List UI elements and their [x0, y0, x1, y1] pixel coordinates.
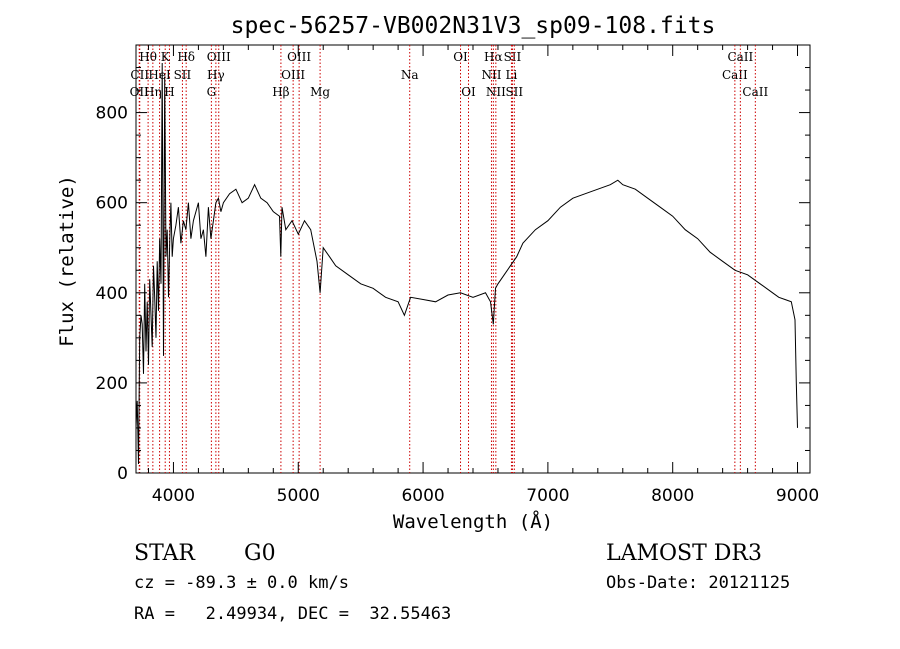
line-label-4: HeI [148, 68, 171, 82]
line-label-15: Mg [310, 85, 330, 99]
y-tick-label-3: 600 [96, 194, 128, 214]
line-label-10: Hγ [207, 68, 225, 82]
line-label-26: CaII [727, 50, 753, 64]
line-label-3: Hη [144, 85, 162, 99]
line-label-13: OIII [281, 68, 305, 82]
series-group [135, 62, 798, 465]
line-label-1: CII [130, 68, 149, 82]
y-axis-label: Flux (relative) [56, 175, 78, 347]
axes: 4000 5000 6000 7000 8000 9000 0 200 400 600 800 [96, 45, 819, 506]
x-tick-label-1: 5000 [277, 486, 320, 506]
obs-date-text: Obs-Date: 20121125 [606, 573, 790, 593]
line-label-27: CaII [742, 85, 768, 99]
y-tick-label-1: 200 [96, 374, 128, 394]
line-label-25: CaII [722, 68, 748, 82]
x-tick-label-3: 7000 [526, 486, 569, 506]
line-label-6: H [164, 85, 174, 99]
line-label-12: Hβ [272, 85, 289, 99]
line-label-8: Hδ [177, 50, 195, 64]
line-label-2: Hθ [139, 50, 157, 64]
x-tick-label-4: 8000 [651, 486, 694, 506]
line-label-24: SII [505, 85, 523, 99]
line-label-23: SII [504, 50, 522, 64]
x-tick-label-2: 6000 [401, 486, 444, 506]
series-line-0 [135, 62, 798, 465]
line-label-21: NII [486, 85, 506, 99]
line-label-16: Na [401, 68, 419, 82]
class-label: STAR [134, 541, 196, 566]
line-label-17: OI [453, 50, 468, 64]
line-label-22: Li [506, 68, 518, 82]
y-tick-label-4: 800 [96, 104, 128, 124]
x-tick-label-0: 4000 [152, 486, 195, 506]
line-label-19: NII [481, 68, 501, 82]
y-tick-label-2: 400 [96, 284, 128, 304]
line-label-5: K [161, 50, 171, 64]
line-label-9: G [207, 85, 217, 99]
line-label-14: OIII [287, 50, 311, 64]
x-axis-label: Wavelength (Å) [393, 510, 553, 533]
x-tick-label-5: 9000 [776, 486, 819, 506]
line-annotations: OIICIIHθHηHeIKHSIIHδGHγOIIIHβOIIIOIIIMgN… [130, 45, 768, 473]
chart-title: spec-56257-VB002N31V3_sp09-108.fits [231, 13, 716, 39]
survey-label: LAMOST DR3 [606, 541, 762, 566]
plot-frame [135, 44, 811, 474]
y-tick-label-0: 0 [117, 464, 128, 484]
coords-text: RA = 2.49934, DEC = 32.55463 [134, 604, 451, 624]
subclass-label: G0 [244, 541, 276, 566]
line-label-20: Hα [484, 50, 503, 64]
redshift-text: cz = -89.3 ± 0.0 km/s [134, 573, 349, 593]
line-label-18: OI [461, 85, 476, 99]
line-label-7: SII [174, 68, 192, 82]
line-label-11: OIII [207, 50, 231, 64]
